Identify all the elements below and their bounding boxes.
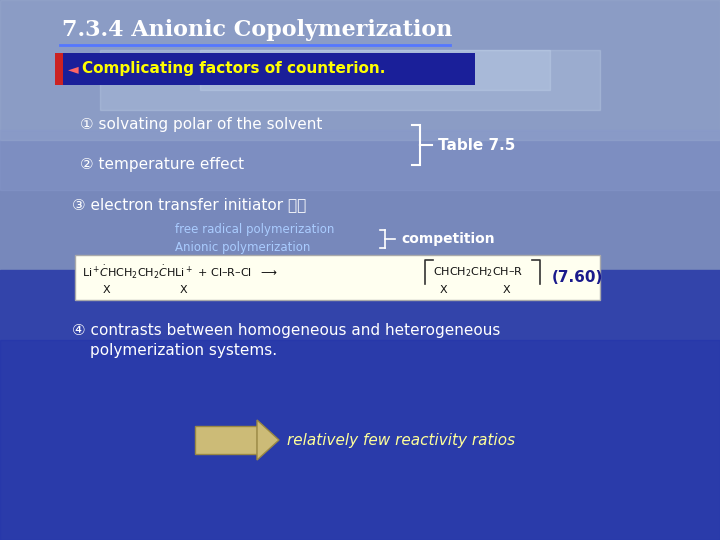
Bar	[0, 0, 720, 140]
Bar	[0, 270, 720, 540]
Text: ① solvating polar of the solvent: ① solvating polar of the solvent	[80, 118, 323, 132]
Bar	[100, 50, 600, 110]
Bar	[55, 53, 63, 85]
Text: free radical polymerization: free radical polymerization	[175, 224, 334, 237]
Text: Anionic polymerization: Anionic polymerization	[175, 241, 310, 254]
Text: competition: competition	[401, 232, 495, 246]
Text: ④ contrasts between homogeneous and heterogeneous: ④ contrasts between homogeneous and hete…	[72, 322, 500, 338]
Text: relatively few reactivity ratios: relatively few reactivity ratios	[287, 433, 515, 448]
Bar	[195, 426, 257, 454]
Bar	[0, 0, 720, 270]
Text: 7.3.4 Anionic Copolymerization: 7.3.4 Anionic Copolymerization	[62, 19, 452, 41]
Text: CHCH$_2$CH$_2$CH–R: CHCH$_2$CH$_2$CH–R	[433, 265, 523, 279]
Polygon shape	[257, 420, 279, 460]
Bar	[200, 50, 550, 90]
Text: X: X	[180, 285, 188, 295]
Text: Li$^+\!\dot{C}$HCH$_2$CH$_2\dot{C}$HLi$^+$ + Cl–R–Cl  $\longrightarrow$: Li$^+\!\dot{C}$HCH$_2$CH$_2\dot{C}$HLi$^…	[82, 264, 277, 281]
Text: X: X	[440, 285, 448, 295]
Text: Complicating factors of counterion.: Complicating factors of counterion.	[82, 62, 385, 77]
Text: polymerization systems.: polymerization systems.	[90, 342, 277, 357]
Text: ◄: ◄	[68, 62, 78, 76]
Bar	[0, 130, 720, 190]
Text: ② temperature effect: ② temperature effect	[80, 158, 244, 172]
Text: Table 7.5: Table 7.5	[438, 138, 516, 152]
Text: ③ electron transfer initiator 사용: ③ electron transfer initiator 사용	[72, 198, 306, 213]
Text: X: X	[503, 285, 510, 295]
Text: (7.60): (7.60)	[552, 271, 603, 286]
Bar	[75, 255, 600, 300]
Text: X: X	[103, 285, 111, 295]
Bar	[0, 340, 720, 540]
Bar	[55, 53, 475, 85]
